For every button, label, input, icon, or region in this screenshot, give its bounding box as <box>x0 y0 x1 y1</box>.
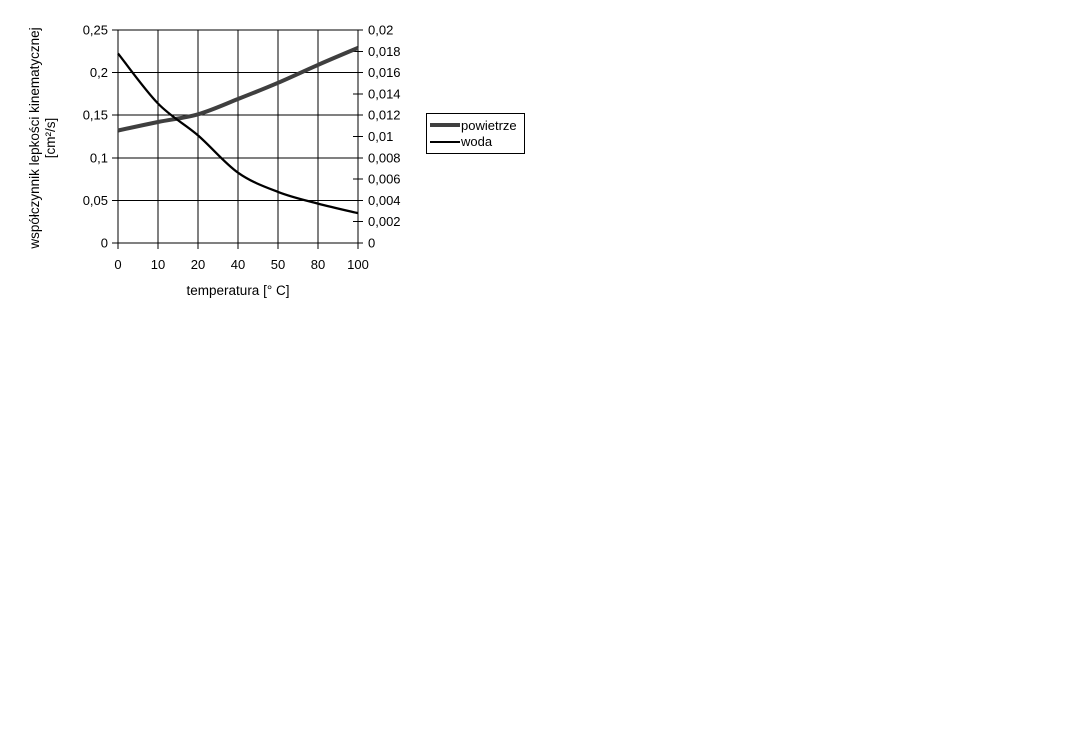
viscosity-chart: 0,25 0,2 0,15 0,1 0,05 0 0 10 20 40 50 80 100 0,02 0,0… <box>0 0 560 320</box>
right-axis-tick-label: 0,016 <box>368 65 401 80</box>
right-axis-tick-label: 0,004 <box>368 193 401 208</box>
left-axis-tick-label: 0,25 <box>83 23 108 38</box>
right-axis-tick-label: 0,012 <box>368 108 401 123</box>
right-axis-tick-label: 0,008 <box>368 150 401 165</box>
y-axis-title-line1: współczynnik lepkości kinematycznej <box>27 27 42 249</box>
x-axis-tick-label: 80 <box>311 257 325 272</box>
powietrze-line <box>117 46 359 133</box>
right-axis-tick-label: 0,002 <box>368 214 401 229</box>
legend-label-powietrze: powietrze <box>461 117 517 133</box>
right-axis-tick-label: 0,006 <box>368 172 401 187</box>
left-axis-tick-label: 0 <box>101 236 108 251</box>
woda-line-swatch <box>430 140 460 143</box>
left-axis-tick-label: 0,1 <box>90 150 108 165</box>
legend-label-woda: woda <box>461 134 493 150</box>
x-axis-title: temperatura [° C] <box>186 283 290 298</box>
right-axis-tick-label: 0,018 <box>368 44 401 59</box>
powietrze-line-swatch <box>430 123 460 128</box>
chart-legend: powietrze woda <box>426 113 525 154</box>
x-axis-tick-label: 50 <box>271 257 285 272</box>
right-axis-tick-label: 0 <box>368 236 375 251</box>
legend-item-powietrze: powietrze <box>430 117 522 133</box>
left-axis-tick-label: 0,2 <box>90 65 108 80</box>
legend-item-woda: woda <box>430 134 522 150</box>
y-axis-title-unit: [cm²/s] <box>43 117 58 159</box>
right-axis-tick-label: 0,014 <box>368 86 401 101</box>
x-axis-tick-label: 40 <box>231 257 245 272</box>
x-axis-tick-label: 20 <box>191 257 205 272</box>
right-axis-tick-label: 0,02 <box>368 23 393 38</box>
x-axis-tick-label: 100 <box>347 257 369 272</box>
y-axis-title: współczynnik lepkości kinematycznej [cm²… <box>27 0 59 278</box>
woda-line <box>117 52 359 215</box>
left-axis-tick-label: 0,15 <box>83 108 108 123</box>
left-axis-tick-label: 0,05 <box>83 193 108 208</box>
x-axis-tick-label: 0 <box>114 257 121 272</box>
x-axis-tick-label: 10 <box>151 257 165 272</box>
right-axis-tick-label: 0,01 <box>368 129 393 144</box>
